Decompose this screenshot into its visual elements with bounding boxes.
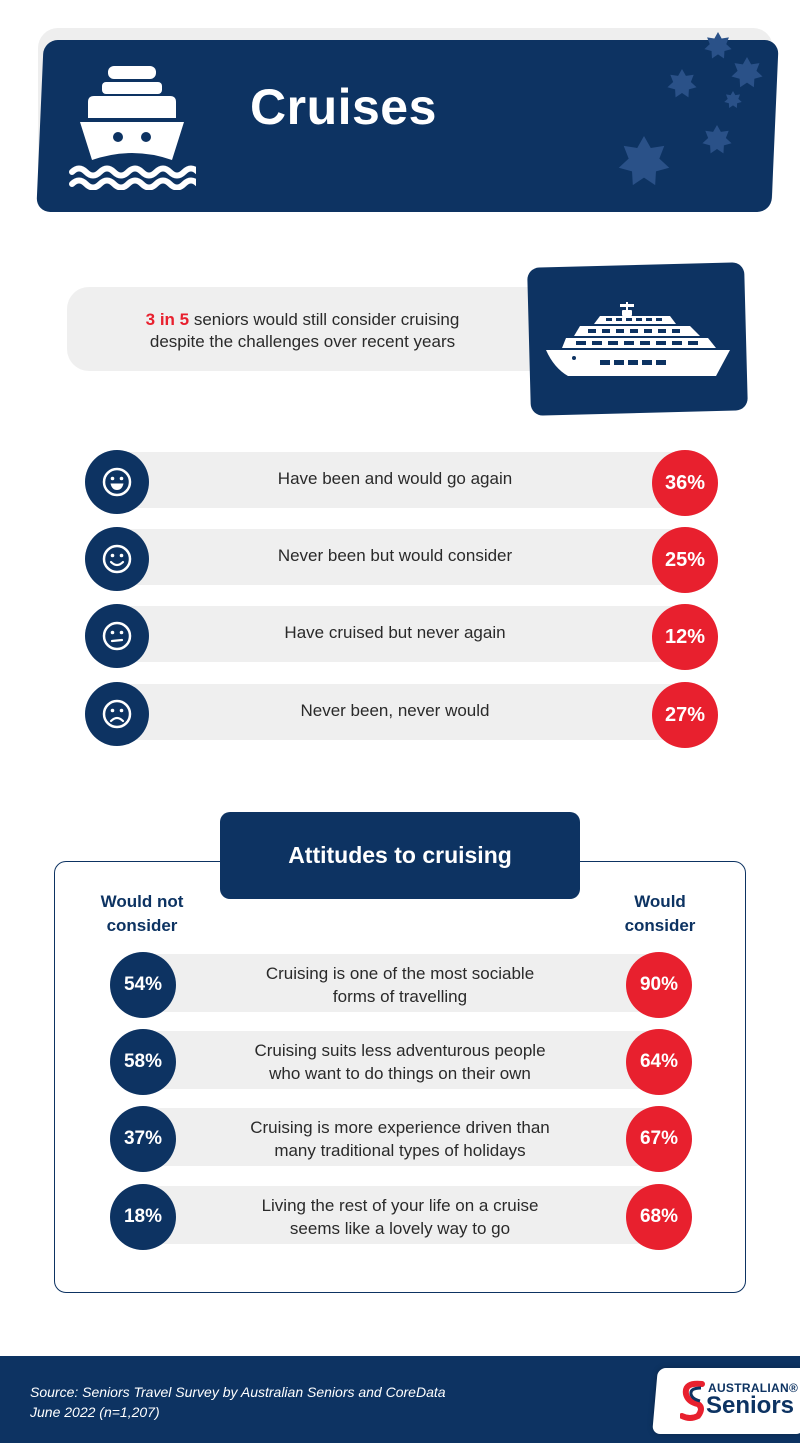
- statement-line2: who want to do things on their own: [269, 1064, 531, 1083]
- response-value: 36%: [652, 450, 718, 516]
- would-not-value: 54%: [110, 952, 176, 1018]
- logo-brand-text: Seniors: [706, 1392, 795, 1419]
- response-bar: [110, 452, 690, 508]
- neutral-face-icon: [85, 604, 149, 668]
- response-value: 25%: [652, 527, 718, 593]
- attitude-statement: Cruising is one of the most sociable form…: [190, 962, 610, 1008]
- source-line2: June 2022 (n=1,207): [30, 1404, 160, 1420]
- response-bar: [110, 684, 690, 740]
- would-value: 64%: [626, 1029, 692, 1095]
- response-bar: [110, 606, 690, 662]
- attitude-bar: [140, 1108, 660, 1166]
- would-not-value: 18%: [110, 1184, 176, 1250]
- would-not-consider-header: Would not consider: [92, 890, 192, 938]
- callout-line2: despite the challenges over recent years: [149, 332, 456, 351]
- would-header-line1: Would: [634, 892, 686, 911]
- logo-small-text: AUSTRALIAN®: [708, 1381, 799, 1395]
- cruise-ship-icon: [69, 66, 196, 190]
- would-not-header-line2: consider: [106, 916, 178, 935]
- response-label: Have been and would go again: [277, 469, 513, 488]
- response-label: Never been, never would: [300, 701, 490, 720]
- smiling-face-icon: [85, 527, 149, 591]
- attitude-statement: Cruising suits less adventurous people wh…: [190, 1039, 610, 1085]
- page-title: Cruises: [250, 79, 437, 135]
- would-value: 68%: [626, 1184, 692, 1250]
- would-not-value: 58%: [110, 1029, 176, 1095]
- cruise-liner-icon: [546, 302, 730, 376]
- attitude-bar: [140, 1186, 660, 1244]
- callout-panel: [67, 287, 562, 371]
- attitude-statement: Cruising is more experience driven than m…: [190, 1116, 610, 1162]
- response-bar: [110, 529, 690, 585]
- statement-line2: forms of travelling: [332, 987, 468, 1006]
- statement-line2: seems like a lovely way to go: [289, 1219, 511, 1238]
- response-value: 12%: [652, 604, 718, 670]
- callout-text: 3 in 5 seniors would still consider crui…: [100, 309, 505, 353]
- would-value: 67%: [626, 1106, 692, 1172]
- callout-line1: seniors would still consider cruising: [189, 310, 460, 329]
- source-note: Source: Seniors Travel Survey by Austral…: [30, 1382, 446, 1422]
- frowning-face-icon: [85, 682, 149, 746]
- attitude-bar: [140, 954, 660, 1012]
- statement-line1: Cruising is more experience driven than: [250, 1118, 550, 1137]
- response-label: Never been but would consider: [277, 546, 513, 565]
- response-label: Have cruised but never again: [284, 623, 506, 642]
- would-not-header-line1: Would not: [100, 892, 184, 911]
- statement-line1: Cruising suits less adventurous people: [254, 1041, 546, 1060]
- australian-seniors-logo-icon: [680, 1380, 705, 1421]
- statement-line2: many traditional types of holidays: [274, 1141, 526, 1160]
- southern-cross-stars-icon: [618, 32, 763, 186]
- source-line1: Source: Seniors Travel Survey by Austral…: [30, 1384, 446, 1400]
- callout-highlight: 3 in 5: [145, 310, 190, 329]
- laughing-face-icon: [85, 450, 149, 514]
- statement-line1: Living the rest of your life on a cruise: [261, 1196, 539, 1215]
- attitude-statement: Living the rest of your life on a cruise…: [190, 1194, 610, 1240]
- response-value: 27%: [652, 682, 718, 748]
- would-not-value: 37%: [110, 1106, 176, 1172]
- attitude-bar: [140, 1031, 660, 1089]
- would-header-line2: consider: [624, 916, 696, 935]
- would-consider-header: Would consider: [612, 890, 708, 938]
- attitudes-title: Attitudes to cruising: [220, 812, 580, 899]
- statement-line1: Cruising is one of the most sociable: [265, 964, 535, 983]
- would-value: 90%: [626, 952, 692, 1018]
